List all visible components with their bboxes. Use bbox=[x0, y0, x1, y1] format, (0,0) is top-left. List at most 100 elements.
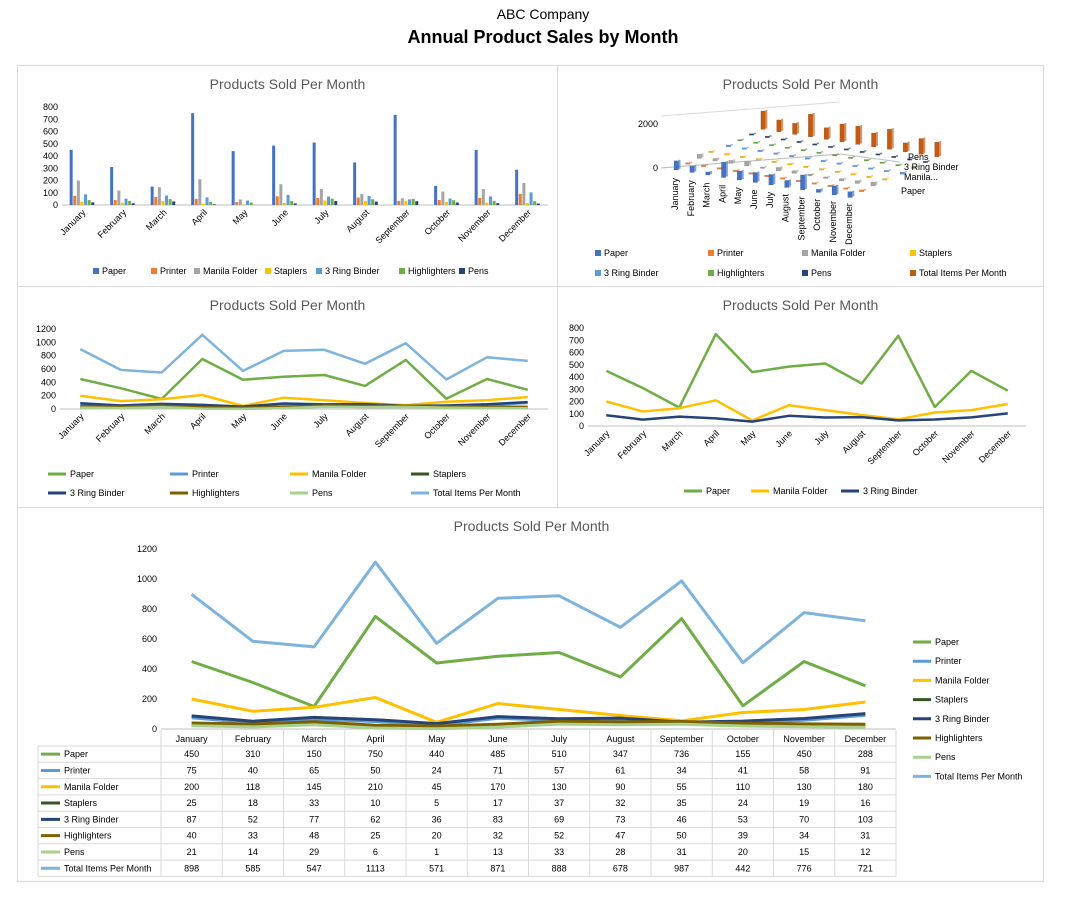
bar3d-side-3-ring-binder-august bbox=[841, 161, 844, 164]
bar3d-side-highlighters-march bbox=[773, 143, 776, 145]
bar3d-side-printer-january bbox=[690, 161, 693, 164]
x-tick-label: April bbox=[717, 185, 727, 203]
bar3d-side-pens-june bbox=[832, 145, 835, 147]
bar-pens-december bbox=[536, 203, 540, 205]
legend-label-highlighters: Highlighters bbox=[408, 266, 456, 276]
series-line-total-items-per-month bbox=[79, 333, 528, 381]
chart-panel-line-three[interactable]: Products Sold Per Month 0 100 200 300 400 500… bbox=[557, 286, 1044, 508]
table-cell-manila-folder-october: 110 bbox=[736, 782, 750, 792]
bar3d-highlighters-january bbox=[737, 139, 743, 142]
bar3d-side-pens-april bbox=[801, 140, 804, 142]
y-tick-label: 600 bbox=[569, 348, 584, 358]
bar-printer-december bbox=[518, 193, 522, 205]
table-cell-staplers-august: 32 bbox=[615, 798, 625, 808]
legend-marker-pens bbox=[459, 268, 465, 274]
bar3d-pens-march bbox=[780, 138, 786, 141]
legend-label-3-ring-binder: 3 Ring Binder bbox=[325, 266, 380, 276]
table-row-label-manila-folder: Manila Folder bbox=[64, 782, 119, 792]
bar3d-pens-april bbox=[796, 140, 802, 143]
table-cell-highlighters-november: 34 bbox=[799, 831, 809, 841]
y-tick-label: 1000 bbox=[36, 337, 56, 347]
x-tick-label: August bbox=[344, 207, 371, 234]
legend-marker-printer bbox=[151, 268, 157, 274]
bar-highlighters-august bbox=[371, 199, 375, 205]
chart-title: Products Sold Per Month bbox=[722, 297, 879, 313]
x-tick-label: March bbox=[144, 207, 169, 232]
bar3d-paper-august bbox=[784, 180, 790, 188]
bar3d-total-items-per-month-october bbox=[902, 142, 908, 153]
bar-3-ring-binder-may bbox=[246, 200, 250, 205]
bar3d-pens-october bbox=[891, 155, 897, 158]
bar3d-side-highlighters-june bbox=[821, 151, 824, 153]
bar3d-side-highlighters-august bbox=[852, 156, 855, 158]
series-line-total-items-per-month bbox=[190, 560, 866, 665]
bar-3-ring-binder-february bbox=[124, 198, 128, 205]
x-tick-label: May bbox=[733, 187, 743, 205]
x-tick-label: December bbox=[497, 207, 533, 243]
table-cell-manila-folder-november: 130 bbox=[797, 782, 812, 792]
table-cell-printer-september: 34 bbox=[677, 765, 687, 775]
bar3d-staplers-september bbox=[834, 170, 840, 173]
x-tick-label: January bbox=[58, 207, 88, 237]
x-tick-label: June bbox=[749, 190, 759, 210]
bar3d-side-total-items-per-month-december bbox=[939, 141, 942, 156]
x-tick-label: January bbox=[56, 411, 86, 441]
table-row-label-total-items-per-month: Total Items Per Month bbox=[64, 863, 152, 873]
chart-panel-3d[interactable]: Products Sold Per Month 2000 0 January Febr… bbox=[557, 65, 1044, 287]
table-cell-highlighters-october: 39 bbox=[738, 831, 748, 841]
table-cell-staplers-december: 16 bbox=[860, 798, 870, 808]
bar3d-side-highlighters-february bbox=[758, 141, 761, 143]
bar3d-3-ring-binder-august bbox=[836, 162, 842, 165]
bar-staplers-may bbox=[242, 204, 246, 205]
bar3d-side-pens-january bbox=[753, 132, 756, 135]
table-cell-paper-january: 450 bbox=[184, 749, 199, 759]
bar3d-manila-folder-october bbox=[839, 178, 844, 182]
table-cell-pens-december: 12 bbox=[860, 847, 870, 857]
bar-printer-august bbox=[356, 197, 360, 205]
bar-pens-june bbox=[293, 203, 297, 205]
bar-pens-july bbox=[334, 200, 338, 205]
table-cell-printer-july: 57 bbox=[554, 765, 564, 775]
legend-label-paper: Paper bbox=[102, 266, 126, 276]
bar3d-side-highlighters-may bbox=[805, 148, 808, 150]
bar3d-side-3-ring-binder-november bbox=[888, 169, 891, 171]
chart-panel-line-table[interactable]: Products Sold Per Month 0 200 400 600 800 100… bbox=[17, 507, 1044, 882]
table-cell-3-ring-binder-january: 87 bbox=[187, 814, 197, 824]
table-cell-highlighters-december: 31 bbox=[860, 831, 870, 841]
depth-label: 3 Ring Binder bbox=[904, 162, 959, 172]
y-tick-label: 1200 bbox=[137, 544, 157, 554]
x-tick-label: October bbox=[812, 199, 822, 231]
bar3d-side-printer-september bbox=[816, 181, 819, 184]
bar3d-side-pens-september bbox=[880, 152, 883, 155]
bar3d-side-manila-folder-january bbox=[701, 153, 704, 158]
bar3d-3-ring-binder-september bbox=[852, 165, 858, 168]
bar3d-highlighters-june bbox=[816, 151, 822, 154]
bar-paper-april bbox=[191, 113, 195, 205]
bar-paper-june bbox=[272, 145, 276, 205]
y-tick-label: 2000 bbox=[638, 119, 658, 129]
legend-label-manila-folder: Manila Folder bbox=[312, 469, 367, 479]
bar3d-side-staplers-april bbox=[760, 157, 763, 160]
x-tick-label: May bbox=[231, 207, 250, 226]
legend-label-highlighters: Highlighters bbox=[192, 488, 240, 498]
table-cell-paper-september: 736 bbox=[674, 749, 689, 759]
x-tick-label: February bbox=[96, 207, 129, 240]
bar3d-total-items-per-month-february bbox=[776, 119, 782, 133]
bar3d-side-total-items-per-month-april bbox=[812, 113, 815, 136]
table-cell-pens-july: 33 bbox=[554, 847, 564, 857]
table-cell-highlighters-march: 48 bbox=[309, 831, 319, 841]
bar-paper-december bbox=[515, 169, 519, 205]
legend-marker-3-ring-binder bbox=[316, 268, 322, 274]
bar3d-highlighters-september bbox=[863, 159, 869, 162]
bar-paper-november bbox=[474, 149, 478, 205]
x-tick-label: September bbox=[373, 207, 411, 245]
y-tick-label: 800 bbox=[41, 351, 56, 361]
chart-panel-line-all[interactable]: Products Sold Per Month 0 200 400 600 800 100… bbox=[17, 286, 558, 508]
x-tick-label: September bbox=[373, 411, 411, 449]
legend-marker-manila-folder bbox=[194, 268, 200, 274]
table-cell-printer-january: 75 bbox=[187, 765, 197, 775]
table-cell-pens-october: 20 bbox=[738, 847, 748, 857]
bar3d-side-staplers-october bbox=[855, 172, 858, 175]
bar3d-side-pens-may bbox=[817, 142, 819, 145]
chart-panel-bar[interactable]: Products Sold Per Month 0 100 200 300 400 500… bbox=[17, 65, 558, 287]
